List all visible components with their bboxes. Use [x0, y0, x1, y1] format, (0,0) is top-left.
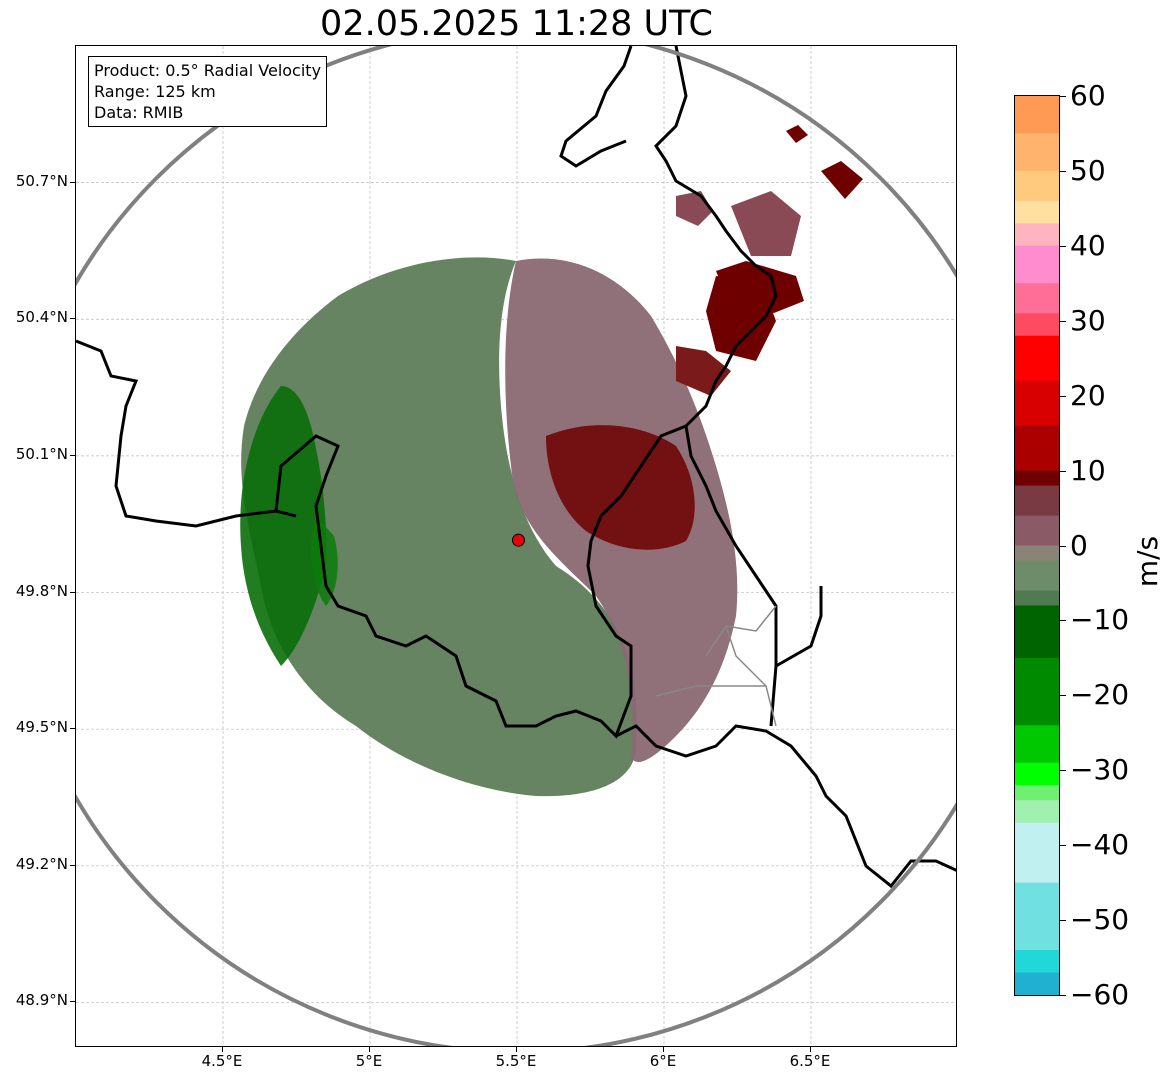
colorbar-segment	[1015, 200, 1059, 224]
colorbar-tick	[1060, 620, 1066, 622]
lon-tick	[222, 1047, 223, 1052]
echo-cell-3	[676, 346, 731, 396]
colorbar-segment	[1015, 822, 1059, 884]
colorbar-segment	[1015, 605, 1059, 659]
colorbar-tick	[1060, 320, 1066, 322]
colorbar-unit-label: m/s	[1131, 535, 1165, 588]
colorbar-segment	[1015, 96, 1059, 134]
colorbar-tick-label: −60	[1070, 978, 1130, 1011]
lat-tick-label: 50.7°N	[15, 171, 68, 190]
echo-inbound-main	[241, 257, 637, 797]
lat-tick-label: 48.9°N	[15, 991, 68, 1010]
colorbar-tick-label: −50	[1070, 903, 1130, 937]
colorbar-tick-label: 20	[1070, 378, 1106, 412]
echo-cell-5	[731, 191, 801, 256]
lon-tick	[663, 1047, 664, 1052]
colorbar-tick-label: 30	[1070, 303, 1106, 337]
colorbar-segment	[1015, 425, 1059, 472]
colorbar-segment	[1015, 485, 1059, 517]
colorbar-segment	[1015, 515, 1059, 546]
colorbar-segment	[1015, 335, 1059, 382]
colorbar-segment	[1015, 560, 1059, 591]
echo-cell-2	[706, 276, 776, 361]
lat-tick-label: 49.8°N	[15, 581, 68, 600]
colorbar-segment	[1015, 972, 1059, 995]
lon-tick-label: 4.5°E	[201, 1052, 243, 1070]
colorbar-tick	[1060, 995, 1066, 996]
colorbar-tick	[1060, 96, 1066, 97]
colorbar-tick	[1060, 920, 1066, 922]
colorbar-tick	[1060, 245, 1066, 247]
colorbar-segment	[1015, 725, 1059, 764]
colorbar-segment	[1015, 950, 1059, 974]
info-source: Data: RMIB	[94, 103, 184, 122]
lat-tick	[70, 318, 75, 320]
colorbar-tick	[1060, 545, 1066, 547]
colorbar-tick-label: 0	[1070, 528, 1088, 562]
colorbar-tick-label: −40	[1070, 828, 1130, 862]
lon-tick-label: 5.5°E	[495, 1052, 537, 1070]
echo-outbound-strong	[546, 425, 695, 550]
colorbar-tick-label: 60	[1070, 79, 1106, 112]
lat-tick-label: 50.1°N	[15, 444, 68, 463]
lat-tick	[70, 1001, 75, 1003]
lon-tick-label: 5°E	[355, 1052, 383, 1070]
lat-tick	[70, 181, 75, 183]
colorbar-tick	[1060, 470, 1066, 472]
lux-district-borders	[655, 605, 777, 727]
colorbar-tick-label: −20	[1070, 678, 1130, 712]
echo-cell-7	[786, 125, 808, 143]
echo-cell-6	[821, 161, 863, 199]
colorbar-segment	[1015, 800, 1059, 824]
lon-tick-label: 6.5°E	[789, 1052, 831, 1070]
radar-map[interactable]	[76, 46, 957, 1047]
echo-inbound-strong-west	[240, 386, 327, 666]
colorbar-segment	[1015, 470, 1059, 487]
lat-tick	[70, 454, 75, 456]
echo-cell-4	[676, 191, 713, 226]
product-info-box: Product: 0.5° Radial Velocity Range: 125…	[88, 56, 328, 127]
colorbar-tick	[1060, 845, 1066, 847]
country-borders	[76, 46, 956, 889]
lat-tick	[70, 864, 75, 866]
colorbar-segment	[1015, 882, 1059, 951]
lat-tick	[70, 591, 75, 593]
colorbar-tick	[1060, 395, 1066, 397]
info-product: Product: 0.5° Radial Velocity	[94, 61, 322, 80]
map-title: 02.05.2025 11:28 UTC	[320, 4, 713, 44]
colorbar-segment	[1015, 133, 1059, 172]
colorbar-segment	[1015, 313, 1059, 337]
colorbar-tick-label: 40	[1070, 228, 1106, 262]
radar-echoes	[240, 125, 863, 797]
colorbar-segment	[1015, 223, 1059, 247]
radar-site-marker[interactable]	[511, 533, 525, 547]
lon-tick	[810, 1047, 811, 1052]
lat-tick-label: 49.5°N	[15, 718, 68, 737]
colorbar-segment	[1015, 380, 1059, 427]
colorbar-segment	[1015, 762, 1059, 786]
colorbar-tick-label: −10	[1070, 603, 1130, 637]
colorbar-tick-label: −30	[1070, 753, 1130, 787]
colorbar-tick	[1060, 695, 1066, 697]
colorbar-segment	[1015, 785, 1059, 801]
colorbar-segment	[1015, 170, 1059, 202]
colorbar-segment	[1015, 657, 1059, 726]
colorbar-tick-label: 10	[1070, 453, 1106, 487]
colorbar-segment	[1015, 545, 1059, 561]
colorbar-segment	[1015, 590, 1059, 606]
colorbar-tick	[1060, 170, 1066, 172]
lon-tick	[516, 1047, 517, 1052]
lat-tick	[70, 728, 75, 730]
colorbar-tick-label: 50	[1070, 153, 1106, 187]
info-range: Range: 125 km	[94, 82, 216, 101]
colorbar-segment	[1015, 283, 1059, 314]
colorbar-segment	[1015, 245, 1059, 284]
lon-tick	[369, 1047, 370, 1052]
map-panel[interactable]	[75, 45, 957, 1047]
colorbar	[1014, 95, 1060, 996]
lat-tick-label: 50.4°N	[15, 308, 68, 327]
lon-tick-label: 6°E	[649, 1052, 677, 1070]
lat-tick-label: 49.2°N	[15, 854, 68, 873]
colorbar-tick	[1060, 770, 1066, 772]
